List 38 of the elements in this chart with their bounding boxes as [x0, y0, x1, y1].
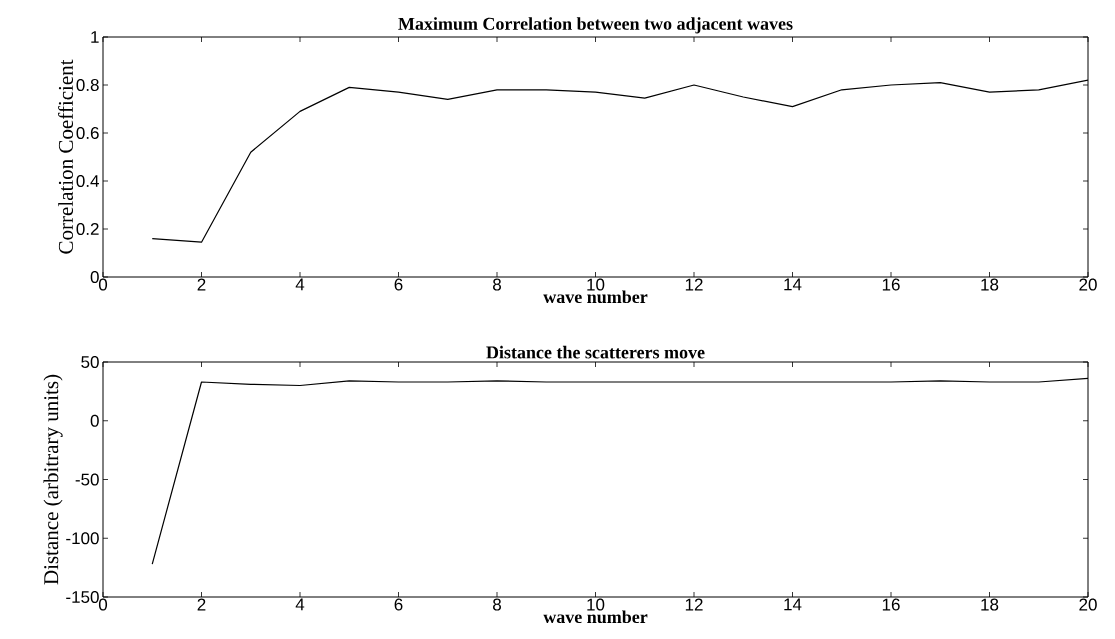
x-tick-label: 18 — [981, 278, 999, 291]
y-tick-label: 50 — [81, 355, 99, 369]
x-tick-label: 20 — [1079, 598, 1097, 611]
x-tick-label: 14 — [784, 598, 802, 611]
x-tick-label: 18 — [981, 598, 999, 611]
x-tick-label: 0 — [98, 278, 108, 291]
x-tick-label: 6 — [394, 278, 403, 291]
y-tick-label: 0.6 — [76, 126, 99, 140]
x-tick-label: 20 — [1079, 278, 1097, 291]
y-tick-label: -50 — [75, 473, 99, 486]
x-tick-label: 2 — [197, 278, 206, 291]
x-tick-label: 10 — [587, 598, 605, 611]
y-tick-label: 0.8 — [76, 78, 99, 92]
x-tick-label: 12 — [685, 598, 703, 611]
y-axis-title: Distance (arbitrary units) — [43, 374, 63, 585]
x-tick-label: 8 — [493, 278, 501, 291]
x-tick-label: 2 — [197, 598, 206, 611]
y-tick-label: -100 — [66, 532, 99, 545]
x-tick-label: 12 — [685, 278, 703, 291]
x-tick-label: 4 — [295, 598, 305, 611]
y-tick-label: 0.2 — [76, 222, 99, 236]
chart-title: Maximum Correlation between two adjacent waves — [398, 17, 793, 34]
x-tick-label: 4 — [295, 278, 305, 291]
y-tick-label: 1 — [91, 31, 99, 43]
y-tick-label: 0.4 — [76, 174, 99, 188]
x-axis-title: wave number — [543, 290, 648, 304]
y-tick-label: -150 — [66, 590, 99, 604]
x-tick-label: 0 — [98, 598, 108, 611]
chart-title: Distance the scatterers move — [486, 345, 705, 359]
x-tick-label: 16 — [882, 598, 900, 611]
x-tick-label: 6 — [394, 598, 403, 611]
y-axis-title: Correlation Coefficient — [58, 59, 74, 254]
x-axis-title: wave number — [543, 610, 648, 624]
x-tick-label: 14 — [784, 278, 802, 291]
x-tick-label: 16 — [882, 278, 900, 291]
y-tick-label: 0 — [90, 414, 99, 427]
x-tick-label: 10 — [587, 278, 605, 291]
x-tick-label: 8 — [493, 598, 501, 611]
